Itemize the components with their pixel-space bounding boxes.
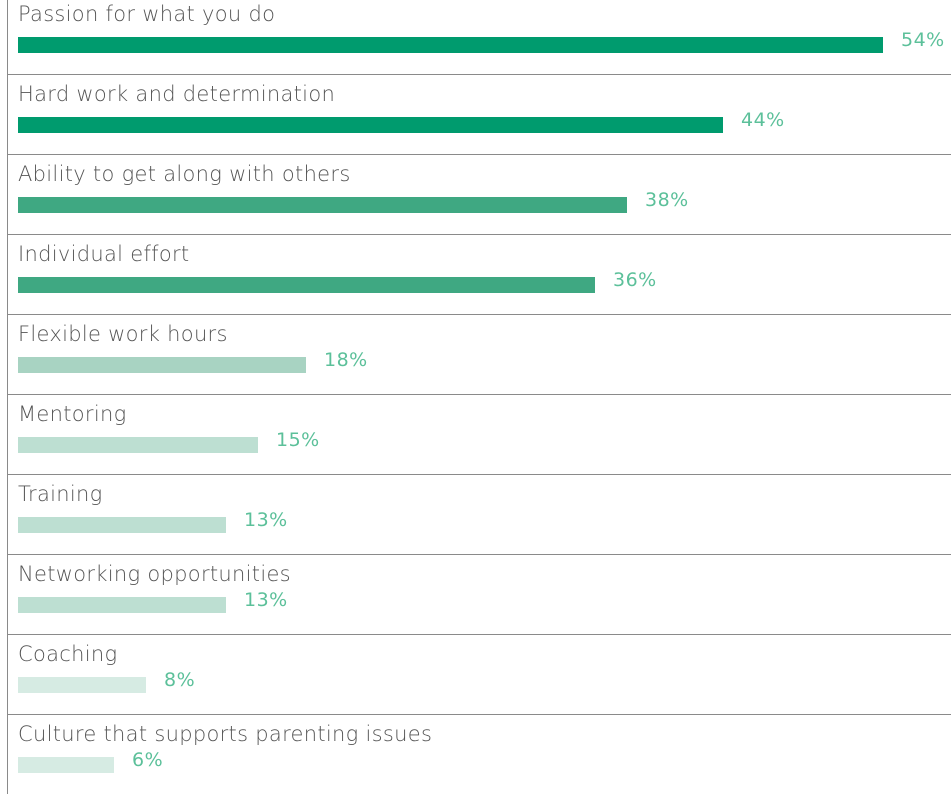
value-label: 36% <box>613 269 657 291</box>
chart-row: Hard work and determination 44% <box>7 74 951 155</box>
category-label: Culture that supports parenting issues <box>18 722 433 746</box>
bar <box>18 677 146 693</box>
bar <box>18 117 723 133</box>
value-label: 18% <box>324 349 368 371</box>
value-label: 38% <box>645 189 689 211</box>
chart-row: Flexible work hours 18% <box>7 314 951 395</box>
bar <box>18 37 883 53</box>
bar <box>18 277 595 293</box>
category-label: Ability to get along with others <box>18 162 351 186</box>
bar <box>18 437 258 453</box>
chart-row: Networking opportunities 13% <box>7 554 951 635</box>
chart-row: Culture that supports parenting issues 6% <box>7 714 951 794</box>
category-label: Individual effort <box>18 242 190 266</box>
value-label: 8% <box>164 669 196 691</box>
chart-row: Training 13% <box>7 474 951 555</box>
bar <box>18 357 306 373</box>
chart-row: Coaching 8% <box>7 634 951 715</box>
bar <box>18 517 226 533</box>
value-label: 15% <box>276 429 320 451</box>
chart-row: Ability to get along with others 38% <box>7 154 951 235</box>
category-label: Hard work and determination <box>18 82 336 106</box>
category-label: Passion for what you do <box>18 2 276 26</box>
chart-row: Individual effort 36% <box>7 234 951 315</box>
category-label: Coaching <box>18 642 118 666</box>
chart-row: Mentoring 15% <box>7 394 951 475</box>
category-label: Networking opportunities <box>18 562 291 586</box>
chart-row: Passion for what you do 54% <box>7 0 951 75</box>
bar <box>18 757 114 773</box>
bar <box>18 197 627 213</box>
category-label: Mentoring <box>18 402 127 426</box>
value-label: 6% <box>132 749 164 771</box>
bar <box>18 597 226 613</box>
value-label: 44% <box>741 109 785 131</box>
category-label: Flexible work hours <box>18 322 228 346</box>
value-label: 13% <box>244 589 288 611</box>
value-label: 54% <box>901 29 945 51</box>
value-label: 13% <box>244 509 288 531</box>
category-label: Training <box>18 482 103 506</box>
